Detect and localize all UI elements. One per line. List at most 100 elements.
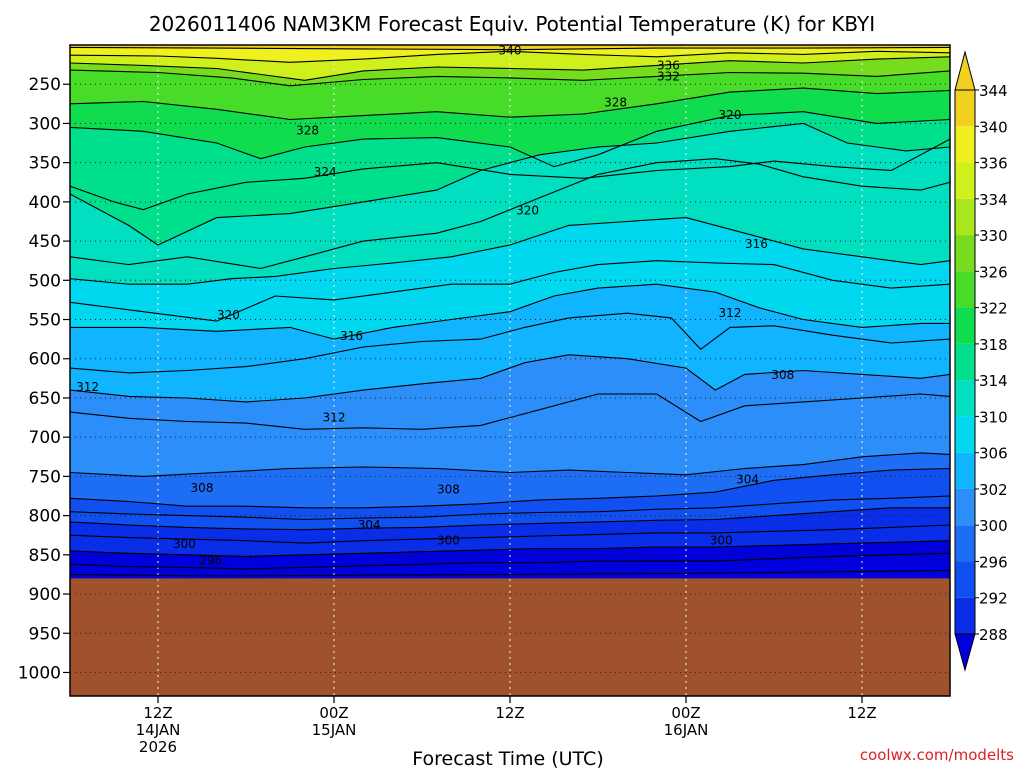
contour-308 (70, 312, 950, 374)
colorbar-swatch-322 (955, 307, 975, 344)
colorbar-label-318: 318 (979, 336, 1008, 354)
contour-label-320: 320 (719, 108, 742, 122)
contour-344 (70, 46, 950, 51)
x-tick-label-6-1: 14JAN (136, 721, 181, 739)
contour-label-300: 300 (710, 534, 733, 548)
contour-336 (70, 56, 950, 81)
colorbar-label-326: 326 (979, 263, 1008, 281)
y-tick-label-750: 750 (29, 467, 61, 487)
contour-label-312: 312 (76, 380, 99, 394)
contour-312 (70, 260, 950, 322)
contour-288 (70, 569, 950, 577)
x-tick-label-30-0: 12Z (495, 704, 524, 722)
x-tick-label-54-0: 12Z (847, 704, 876, 722)
y-tick-label-1000: 1000 (18, 663, 61, 683)
contour-302 (70, 452, 950, 477)
contour-label-312: 312 (323, 411, 346, 425)
colorbar-swatch-336 (955, 162, 975, 199)
colorbar-frame (954, 89, 976, 635)
colorbar-swatch-314 (955, 380, 975, 417)
y-tick-label-650: 650 (29, 389, 61, 409)
contour-294 (70, 524, 950, 544)
contour-292 (70, 540, 950, 557)
x-tick-label-42-0: 00Z (671, 704, 700, 722)
y-tick-label-450: 450 (29, 232, 61, 252)
contour-label-320: 320 (516, 203, 539, 217)
contour-label-324: 324 (314, 165, 337, 179)
credit-link[interactable]: coolwx.com/modelts (860, 746, 1014, 764)
contour-label-312: 312 (719, 306, 742, 320)
colorbar-bottom-arrow (954, 633, 976, 672)
contour-label-300: 300 (437, 534, 460, 548)
contour-290 (70, 552, 950, 570)
band-fill-336 (70, 51, 950, 81)
colorbar-swatch-340 (955, 126, 975, 163)
contour-label-316: 316 (745, 237, 768, 251)
contour-298 (70, 495, 950, 521)
colorbar: 344 340 336 334 330 326 322 318 314 310 306 302 300 2… (954, 50, 1008, 672)
contour-label-300: 300 (173, 537, 196, 551)
x-tick-label-6-2: 2026 (139, 738, 177, 756)
x-tick-label-6-0: 12Z (143, 704, 172, 722)
y-tick-label-700: 700 (29, 428, 61, 448)
y-tick-label-900: 900 (29, 585, 61, 605)
colorbar-label-302: 302 (979, 481, 1008, 499)
colorbar-label-344: 344 (979, 82, 1008, 100)
colorbar-label-292: 292 (979, 590, 1008, 608)
colorbar-swatch-302 (955, 488, 975, 526)
colorbar-swatch-292 (955, 597, 975, 634)
x-tick-label-18-0: 00Z (319, 704, 348, 722)
contour-340 (70, 50, 950, 63)
x-tick-label-18-1: 15JAN (312, 721, 357, 739)
contour-label-304: 304 (358, 518, 381, 532)
contour-label-328: 328 (604, 95, 627, 109)
contour-324 (70, 111, 950, 168)
contour-304 (70, 393, 950, 430)
contour-318 (70, 122, 950, 246)
colorbar-label-334: 334 (979, 191, 1008, 209)
y-tick-label-250: 250 (29, 75, 61, 95)
contour-label-332: 332 (657, 69, 680, 83)
band-fill-296 (70, 496, 950, 530)
band-fill-300 (70, 452, 950, 508)
colorbar-label-310: 310 (979, 408, 1008, 426)
contour-label-316: 316 (340, 329, 363, 343)
chart-title: 2026011406 NAM3KM Forecast Equiv. Potent… (149, 12, 875, 36)
y-tick-label-500: 500 (29, 271, 61, 291)
colorbar-swatch-334 (955, 198, 975, 236)
contour-label-296: 296 (199, 553, 222, 567)
contour-310 (70, 283, 950, 340)
colorbar-label-314: 314 (979, 372, 1008, 390)
contour-328 (70, 87, 950, 121)
colorbar-label-330: 330 (979, 227, 1008, 245)
colorbar-swatch-300 (955, 525, 975, 562)
contour-332 (70, 69, 950, 87)
colorbar-swatch-296 (955, 561, 975, 598)
ground-fill (70, 578, 950, 696)
y-tick-label-950: 950 (29, 624, 61, 644)
colorbar-label-322: 322 (979, 300, 1008, 318)
y-tick-label-350: 350 (29, 154, 61, 174)
contour-316 (70, 158, 950, 270)
contour-lines (70, 46, 950, 577)
y-tick-label-300: 300 (29, 114, 61, 134)
contour-314 (70, 217, 950, 285)
contour-320 (70, 138, 950, 211)
y-tick-label-850: 850 (29, 546, 61, 566)
colorbar-label-288: 288 (979, 626, 1008, 644)
contour-296 (70, 507, 950, 531)
colorbar-top-arrow (954, 50, 976, 91)
colorbar-swatch-344 (955, 90, 975, 127)
ground-below-surface (70, 578, 950, 696)
y-tick-label-400: 400 (29, 193, 61, 213)
contour-label-340: 340 (499, 43, 522, 57)
band-fill-314 (70, 158, 950, 285)
band-fill-288 (70, 553, 950, 576)
contour-label-304: 304 (736, 473, 759, 487)
contour-label-308: 308 (771, 368, 794, 382)
contour-label-336: 336 (657, 58, 680, 72)
